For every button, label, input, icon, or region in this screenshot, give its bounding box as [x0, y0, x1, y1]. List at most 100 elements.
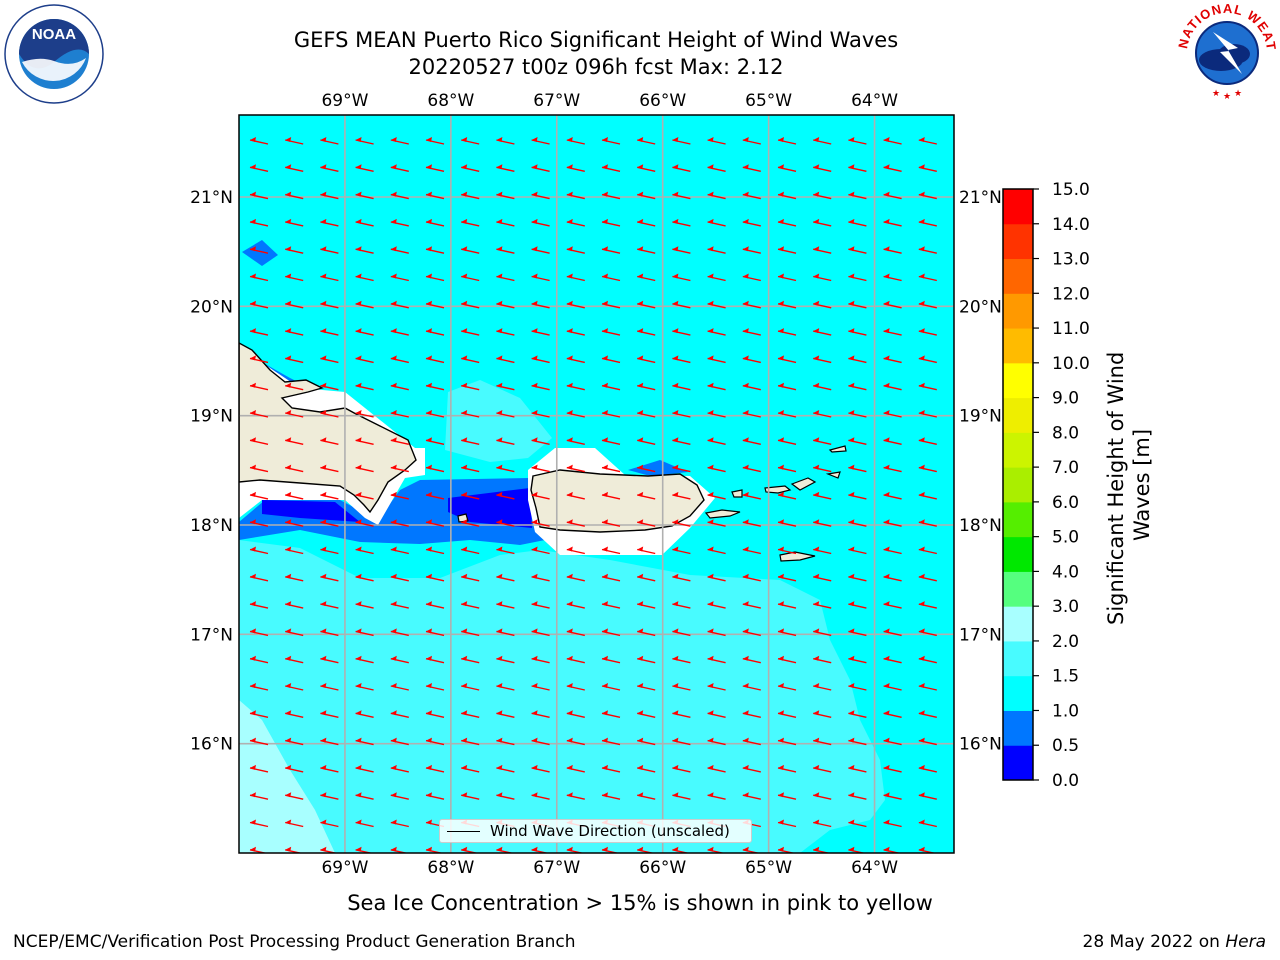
wind-wave-arrow: [566, 382, 585, 391]
wind-wave-arrow: [742, 573, 761, 582]
wind-wave-arrow: [285, 846, 303, 853]
wind-wave-arrow: [390, 437, 409, 445]
wind-wave-arrow: [566, 273, 585, 282]
wind-wave-arrow: [461, 601, 480, 609]
wind-wave-arrow: [496, 300, 515, 309]
wind-wave-arrow: [672, 683, 691, 691]
wind-wave-arrow: [461, 355, 480, 364]
wind-wave-arrow: [883, 273, 902, 282]
wind-wave-arrow: [777, 355, 797, 364]
wind-wave-arrow: [249, 300, 269, 309]
wind-wave-arrow: [285, 464, 304, 473]
wind-wave-arrow: [461, 164, 480, 172]
wind-wave-arrow: [461, 246, 480, 254]
tick-labels: 69°W 69°W 68°W 68°W 67°W 67°W 66°W 66°W 65°W 65°W…: [190, 91, 1002, 878]
colorbar-swatch: [1003, 571, 1033, 607]
wind-wave-arrow: [848, 710, 867, 718]
colorbar-tick-label: 1.0: [1052, 701, 1079, 721]
colorbar-tick-label: 15.0: [1052, 180, 1090, 200]
colorbar-swatch: [1003, 745, 1033, 781]
wind-wave-arrow: [707, 846, 726, 853]
wind-wave-arrow: [285, 737, 304, 746]
wind-wave-arrow: [425, 164, 445, 172]
lon-tick-label: 64°W: [851, 858, 898, 878]
wind-wave-arrow: [425, 846, 444, 853]
wind-wave-arrow: [637, 519, 656, 527]
wind-wave-arrow: [285, 628, 304, 637]
wind-wave-arrow: [742, 246, 761, 254]
wind-wave-arrow: [249, 710, 269, 718]
wind-wave-arrow: [918, 737, 937, 746]
colorbar-swatch: [1003, 467, 1033, 503]
wind-wave-arrow: [777, 410, 797, 418]
wind-wave-arrow: [461, 846, 479, 853]
wind-wave-arrow: [566, 328, 585, 336]
wind-wave-arrow: [320, 819, 339, 828]
wind-wave-arrow: [848, 273, 867, 282]
wind-wave-arrow: [742, 491, 761, 500]
wind-wave-arrow: [531, 601, 550, 609]
wind-wave-arrow: [496, 519, 515, 527]
wind-wave-arrow: [285, 410, 304, 418]
lat-tick-label: 16°N: [959, 735, 1002, 755]
wind-wave-arrow: [637, 546, 656, 555]
colorbar-swatch: [1003, 293, 1033, 329]
wind-wave-arrow: [496, 218, 515, 227]
island-virgin-islands: [790, 477, 817, 491]
wind-wave-arrow: [249, 410, 269, 418]
wind-wave-arrow: [777, 273, 797, 282]
wind-wave-arrow: [249, 519, 269, 527]
map-frame: [238, 114, 955, 854]
wind-wave-arrow: [848, 410, 867, 418]
lat-tick-label: 19°N: [959, 407, 1002, 427]
wind-wave-arrow: [425, 191, 445, 200]
colorbar-swatch: [1003, 640, 1033, 677]
wind-wave-arrow: [672, 410, 691, 418]
wind-wave-arrow: [883, 519, 902, 527]
wind-wave-arrow: [601, 628, 621, 637]
wind-wave-arrow: [813, 683, 832, 691]
wind-wave-arrow: [637, 300, 656, 309]
wind-wave-arrow: [848, 164, 867, 172]
colorbar-tick-label: 7.0: [1052, 458, 1079, 478]
wind-wave-arrow: [249, 628, 269, 637]
legend-line-swatch: [447, 831, 480, 832]
wind-wave-arrow: [883, 546, 902, 555]
wind-wave-arrow: [355, 764, 374, 773]
colorbar-tick-label: 8.0: [1052, 423, 1079, 443]
lat-tick-label: 20°N: [190, 297, 233, 317]
wind-wave-arrow: [601, 519, 621, 527]
wind-wave-arrow: [425, 519, 445, 527]
wind-wave-arrow: [848, 328, 867, 336]
wind-wave-arrow: [355, 464, 374, 473]
wind-wave-arrow: [531, 437, 550, 445]
colorbar-tick-label: 3.0: [1052, 597, 1079, 617]
wind-wave-arrow: [707, 246, 726, 254]
wind-wave-arrow: [672, 246, 691, 254]
wind-wave-arrow: [461, 655, 480, 664]
colorbar-tick-label: 10.0: [1052, 354, 1090, 374]
wind-wave-arrow: [531, 710, 550, 718]
wind-wave-arrow: [883, 737, 902, 746]
wind-wave-arrow: [355, 601, 374, 609]
wind-wave-arrow: [601, 410, 621, 418]
wind-wave-arrow: [742, 764, 761, 773]
wind-wave-arrow: [249, 655, 269, 664]
wind-wave-arrow: [320, 519, 339, 527]
wind-wave-arrow: [637, 628, 656, 637]
wind-wave-arrow: [848, 846, 867, 853]
wind-wave-arrow: [883, 137, 902, 145]
wind-wave-arrow: [566, 491, 585, 500]
wind-wave-arrow: [707, 437, 726, 445]
wind-wave-arrow: [883, 683, 902, 691]
wind-wave-arrow: [320, 601, 339, 609]
wind-wave-arrow: [566, 710, 585, 718]
wind-wave-arrow: [566, 464, 585, 473]
wind-wave-arrow: [531, 410, 550, 418]
wind-wave-arrow: [918, 382, 937, 391]
wind-wave-arrow: [461, 737, 480, 746]
wind-wave-arrow: [883, 628, 902, 637]
wind-wave-arrow: [249, 218, 269, 227]
lat-tick-label: 17°N: [959, 625, 1002, 645]
wind-wave-arrow: [813, 273, 832, 282]
